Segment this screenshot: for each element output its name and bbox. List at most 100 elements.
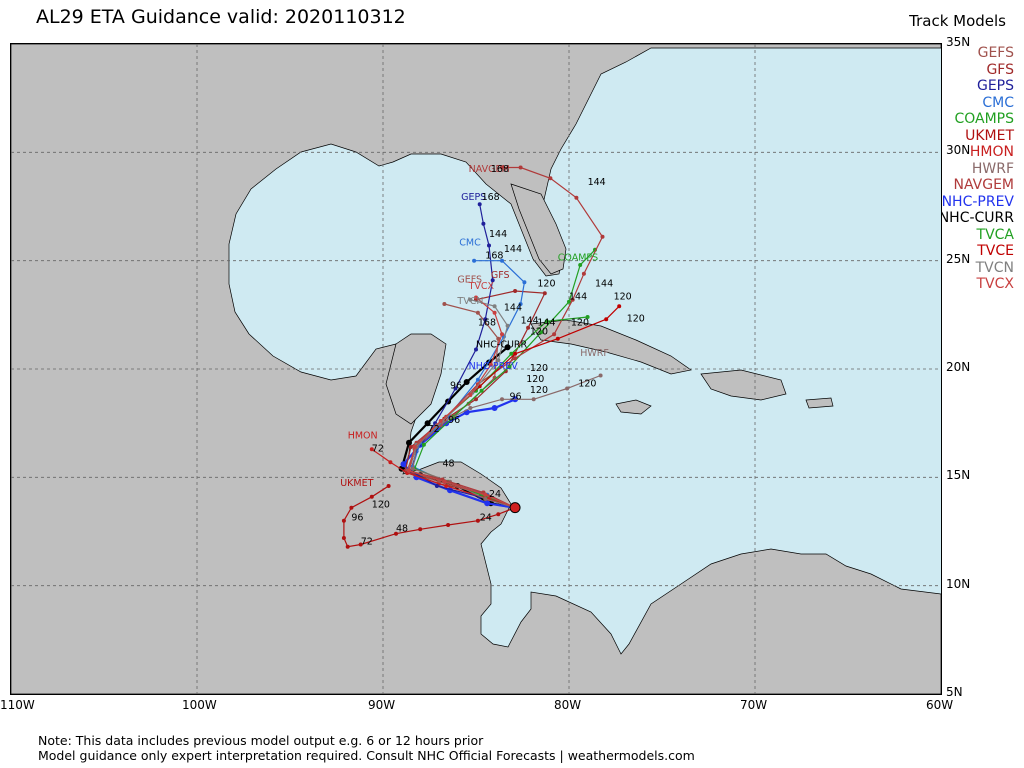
track-point <box>369 447 374 452</box>
legend-item-tvcn: TVCN <box>975 259 1014 276</box>
map-label: GEPS <box>461 192 486 203</box>
track-point <box>513 289 518 293</box>
map-label: 120 <box>530 385 548 396</box>
map-label: 120 <box>530 363 548 374</box>
map-label: 120 <box>627 313 645 324</box>
map-label: NAVGEM <box>469 164 510 175</box>
track-point <box>412 445 417 449</box>
track-point <box>394 531 398 536</box>
track-point <box>492 310 497 315</box>
map-label: 120 <box>578 378 596 389</box>
map-label: NHC-CURR <box>476 339 527 350</box>
track-point <box>542 291 547 296</box>
map-label: 144 <box>595 279 613 290</box>
track-point <box>477 202 482 207</box>
track-point <box>483 497 488 501</box>
track-point <box>496 358 501 363</box>
lat-label: 15N <box>946 468 971 483</box>
legend-item-gfs: GFS <box>986 61 1014 78</box>
map-label: 168 <box>485 251 503 262</box>
track-point <box>544 319 549 324</box>
lon-label: 110W <box>0 698 35 712</box>
track-point <box>408 445 413 449</box>
map-label: 24 <box>489 489 501 500</box>
track-point <box>358 542 363 547</box>
map-label: COAMPS <box>558 253 598 264</box>
map-label: 144 <box>489 229 507 240</box>
lon-label: 80W <box>554 698 582 712</box>
storm-position-marker <box>509 502 521 514</box>
track-point <box>552 332 557 337</box>
track-point <box>518 302 523 306</box>
track-point <box>442 479 447 484</box>
map-label: 72 <box>372 443 384 454</box>
map-label: 144 <box>504 244 522 255</box>
track-point <box>488 362 493 367</box>
track-point <box>444 484 449 488</box>
map-label: 48 <box>396 524 408 535</box>
track-point <box>474 397 478 402</box>
lon-label: 70W <box>740 698 768 712</box>
map-label: 120 <box>372 500 390 511</box>
map-label: 144 <box>504 303 522 314</box>
track-point <box>526 325 531 330</box>
map-label: 96 <box>448 415 460 426</box>
track-point <box>424 420 431 427</box>
track-point <box>349 505 354 510</box>
legend-item-cmc: CMC <box>982 94 1014 111</box>
track-point <box>491 405 498 411</box>
florida-land <box>510 183 567 275</box>
track-point <box>500 332 504 337</box>
land <box>11 44 941 694</box>
map-label: TVCX <box>468 281 495 292</box>
track-point <box>548 176 553 181</box>
track-point <box>500 397 504 402</box>
lat-label: 30N <box>946 143 971 158</box>
puerto-rico-land <box>805 397 834 409</box>
track-point <box>496 336 501 341</box>
yucatan-land <box>385 333 447 425</box>
model-tracks <box>341 165 622 549</box>
map-label: 120 <box>526 374 544 385</box>
map-panel[interactable]: NAVGEM GEPS CMC COAMPS GEFS GFS TVCX TVCN NHC-CU… <box>10 43 942 695</box>
map-label: 120 <box>530 326 548 337</box>
track-point <box>463 379 470 385</box>
track-point <box>500 165 504 170</box>
track-point <box>504 344 511 351</box>
track-point <box>400 461 407 468</box>
note-line-1: Note: This data includes previous model … <box>38 733 484 748</box>
track-point <box>434 484 439 488</box>
legend-item-hmon: HMON <box>969 144 1014 160</box>
track-point <box>341 518 346 523</box>
track-point <box>507 364 512 369</box>
track-point <box>570 297 575 302</box>
track-point <box>341 536 346 540</box>
map-label: GFS <box>491 270 510 281</box>
track-point <box>522 280 527 285</box>
track-point <box>438 419 443 423</box>
track-point <box>531 397 536 402</box>
track-point <box>453 386 458 391</box>
legend: GEFS GFS GEPS CMC COAMPS UKMET HMON HWRF NAVGEM N… <box>939 45 1014 293</box>
map-label: NHC-PREV <box>469 361 519 372</box>
footer-note: Note: This data includes previous model … <box>38 733 695 763</box>
map-label: 144 <box>521 316 539 327</box>
track-point <box>388 460 393 465</box>
track-point <box>345 544 350 549</box>
track-navgem <box>408 166 604 509</box>
legend-item-navgem: NAVGEM <box>953 177 1014 193</box>
track-point <box>484 500 491 507</box>
track-point <box>598 373 603 378</box>
track-point <box>369 494 374 499</box>
map-label: HWRF <box>580 348 609 359</box>
chart-title: AL29 ETA Guidance valid: 2020110312 <box>36 6 406 28</box>
map-label: 72 <box>361 537 373 548</box>
track-hmon <box>371 448 516 509</box>
track-point <box>418 527 423 532</box>
legend-item-hwrf: HWRF <box>971 160 1014 177</box>
track-point <box>581 271 586 276</box>
note-line-2: Model guidance only expert interpretatio… <box>38 748 695 763</box>
track-point <box>406 439 412 446</box>
map-label: HMON <box>348 430 378 441</box>
